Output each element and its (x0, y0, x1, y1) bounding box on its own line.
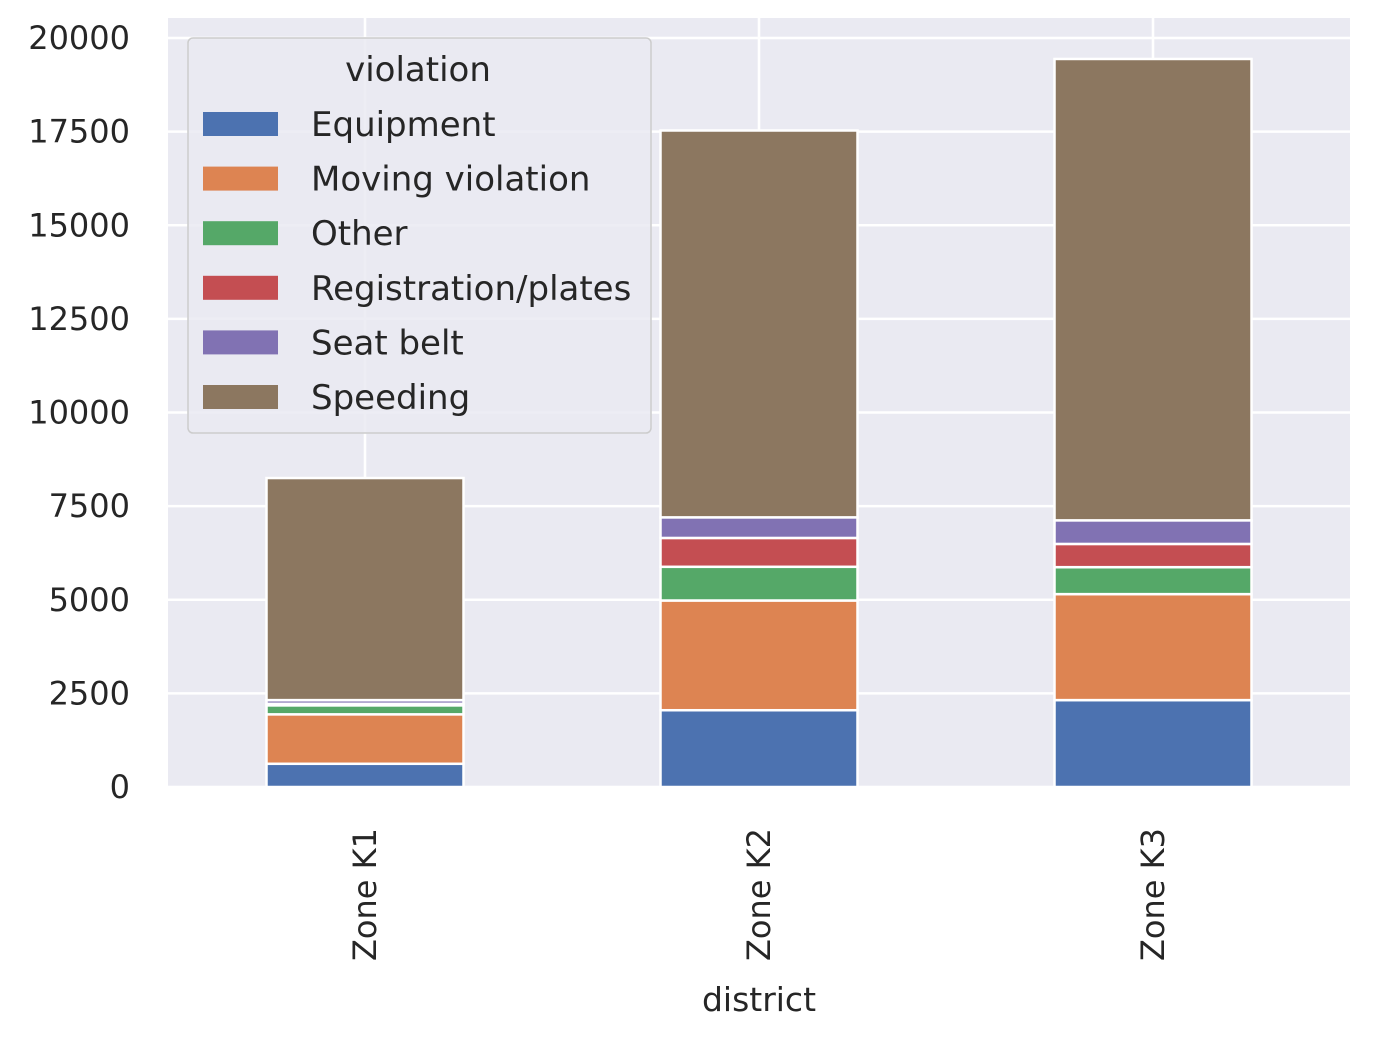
legend-label-speeding: Speeding (311, 378, 470, 418)
y-tick-label: 7500 (49, 487, 130, 525)
legend: violation Equipment Moving violation Other… (187, 37, 652, 434)
y-tick-label: 5000 (49, 581, 130, 619)
legend-swatch-seat-belt (203, 330, 278, 355)
legend-title: violation (345, 50, 491, 90)
legend-items: Equipment Moving violation Other Registrati… (203, 105, 631, 418)
bar-speeding-zone-k2 (659, 129, 859, 519)
y-tick-label: 2500 (49, 674, 130, 712)
bar-seat-belt-zone-k2 (659, 516, 859, 540)
bar-other-zone-k1 (265, 704, 465, 716)
legend-swatch-moving-violation (203, 166, 278, 191)
y-tick-label: 20000 (28, 19, 130, 57)
bar-moving-violation-zone-k3 (1053, 592, 1253, 702)
bar-equipment-zone-k1 (265, 762, 465, 789)
x-tick-label: Zone K3 (1134, 828, 1172, 961)
legend-label-other: Other (311, 214, 408, 254)
bar-speeding-zone-k1 (265, 476, 465, 702)
legend-swatch-other (203, 221, 278, 246)
legend-swatch-registration-plates (203, 275, 278, 300)
bars (265, 57, 1253, 789)
legend-swatch-equipment (203, 112, 278, 136)
legend-label-registration-plates: Registration/plates (311, 269, 631, 309)
bar-moving-violation-zone-k2 (659, 599, 859, 712)
y-tick-label: 10000 (28, 394, 130, 432)
bar-equipment-zone-k2 (659, 708, 859, 789)
x-tick-label: Zone K2 (740, 828, 778, 961)
legend-label-seat-belt: Seat belt (311, 323, 464, 363)
legend-frame (187, 37, 652, 434)
legend-swatch-speeding (203, 385, 278, 409)
bar-seat-belt-zone-k3 (1053, 519, 1253, 546)
bar-speeding-zone-k3 (1053, 57, 1253, 522)
bar-other-zone-k2 (659, 565, 859, 602)
bar-moving-violation-zone-k1 (265, 713, 465, 766)
bar-other-zone-k3 (1053, 565, 1253, 596)
bar-equipment-zone-k3 (1053, 698, 1253, 789)
x-axis-title: district (702, 980, 816, 1019)
y-tick-label: 0 (110, 768, 130, 806)
y-tick-label: 15000 (28, 206, 130, 244)
y-tick-label: 12500 (28, 300, 130, 338)
y-tick-label: 17500 (28, 113, 130, 151)
x-tick-labels: Zone K1 Zone K2 Zone K3 (346, 828, 1172, 961)
legend-label-moving-violation: Moving violation (311, 160, 590, 200)
y-tick-labels: 0 2500 5000 7500 10000 12500 15000 17500 20000 (28, 19, 130, 806)
legend-label-equipment: Equipment (311, 105, 496, 145)
bar-registration-plates-zone-k2 (659, 536, 859, 569)
bar-registration-plates-zone-k3 (1053, 542, 1253, 569)
x-tick-label: Zone K1 (346, 828, 384, 961)
